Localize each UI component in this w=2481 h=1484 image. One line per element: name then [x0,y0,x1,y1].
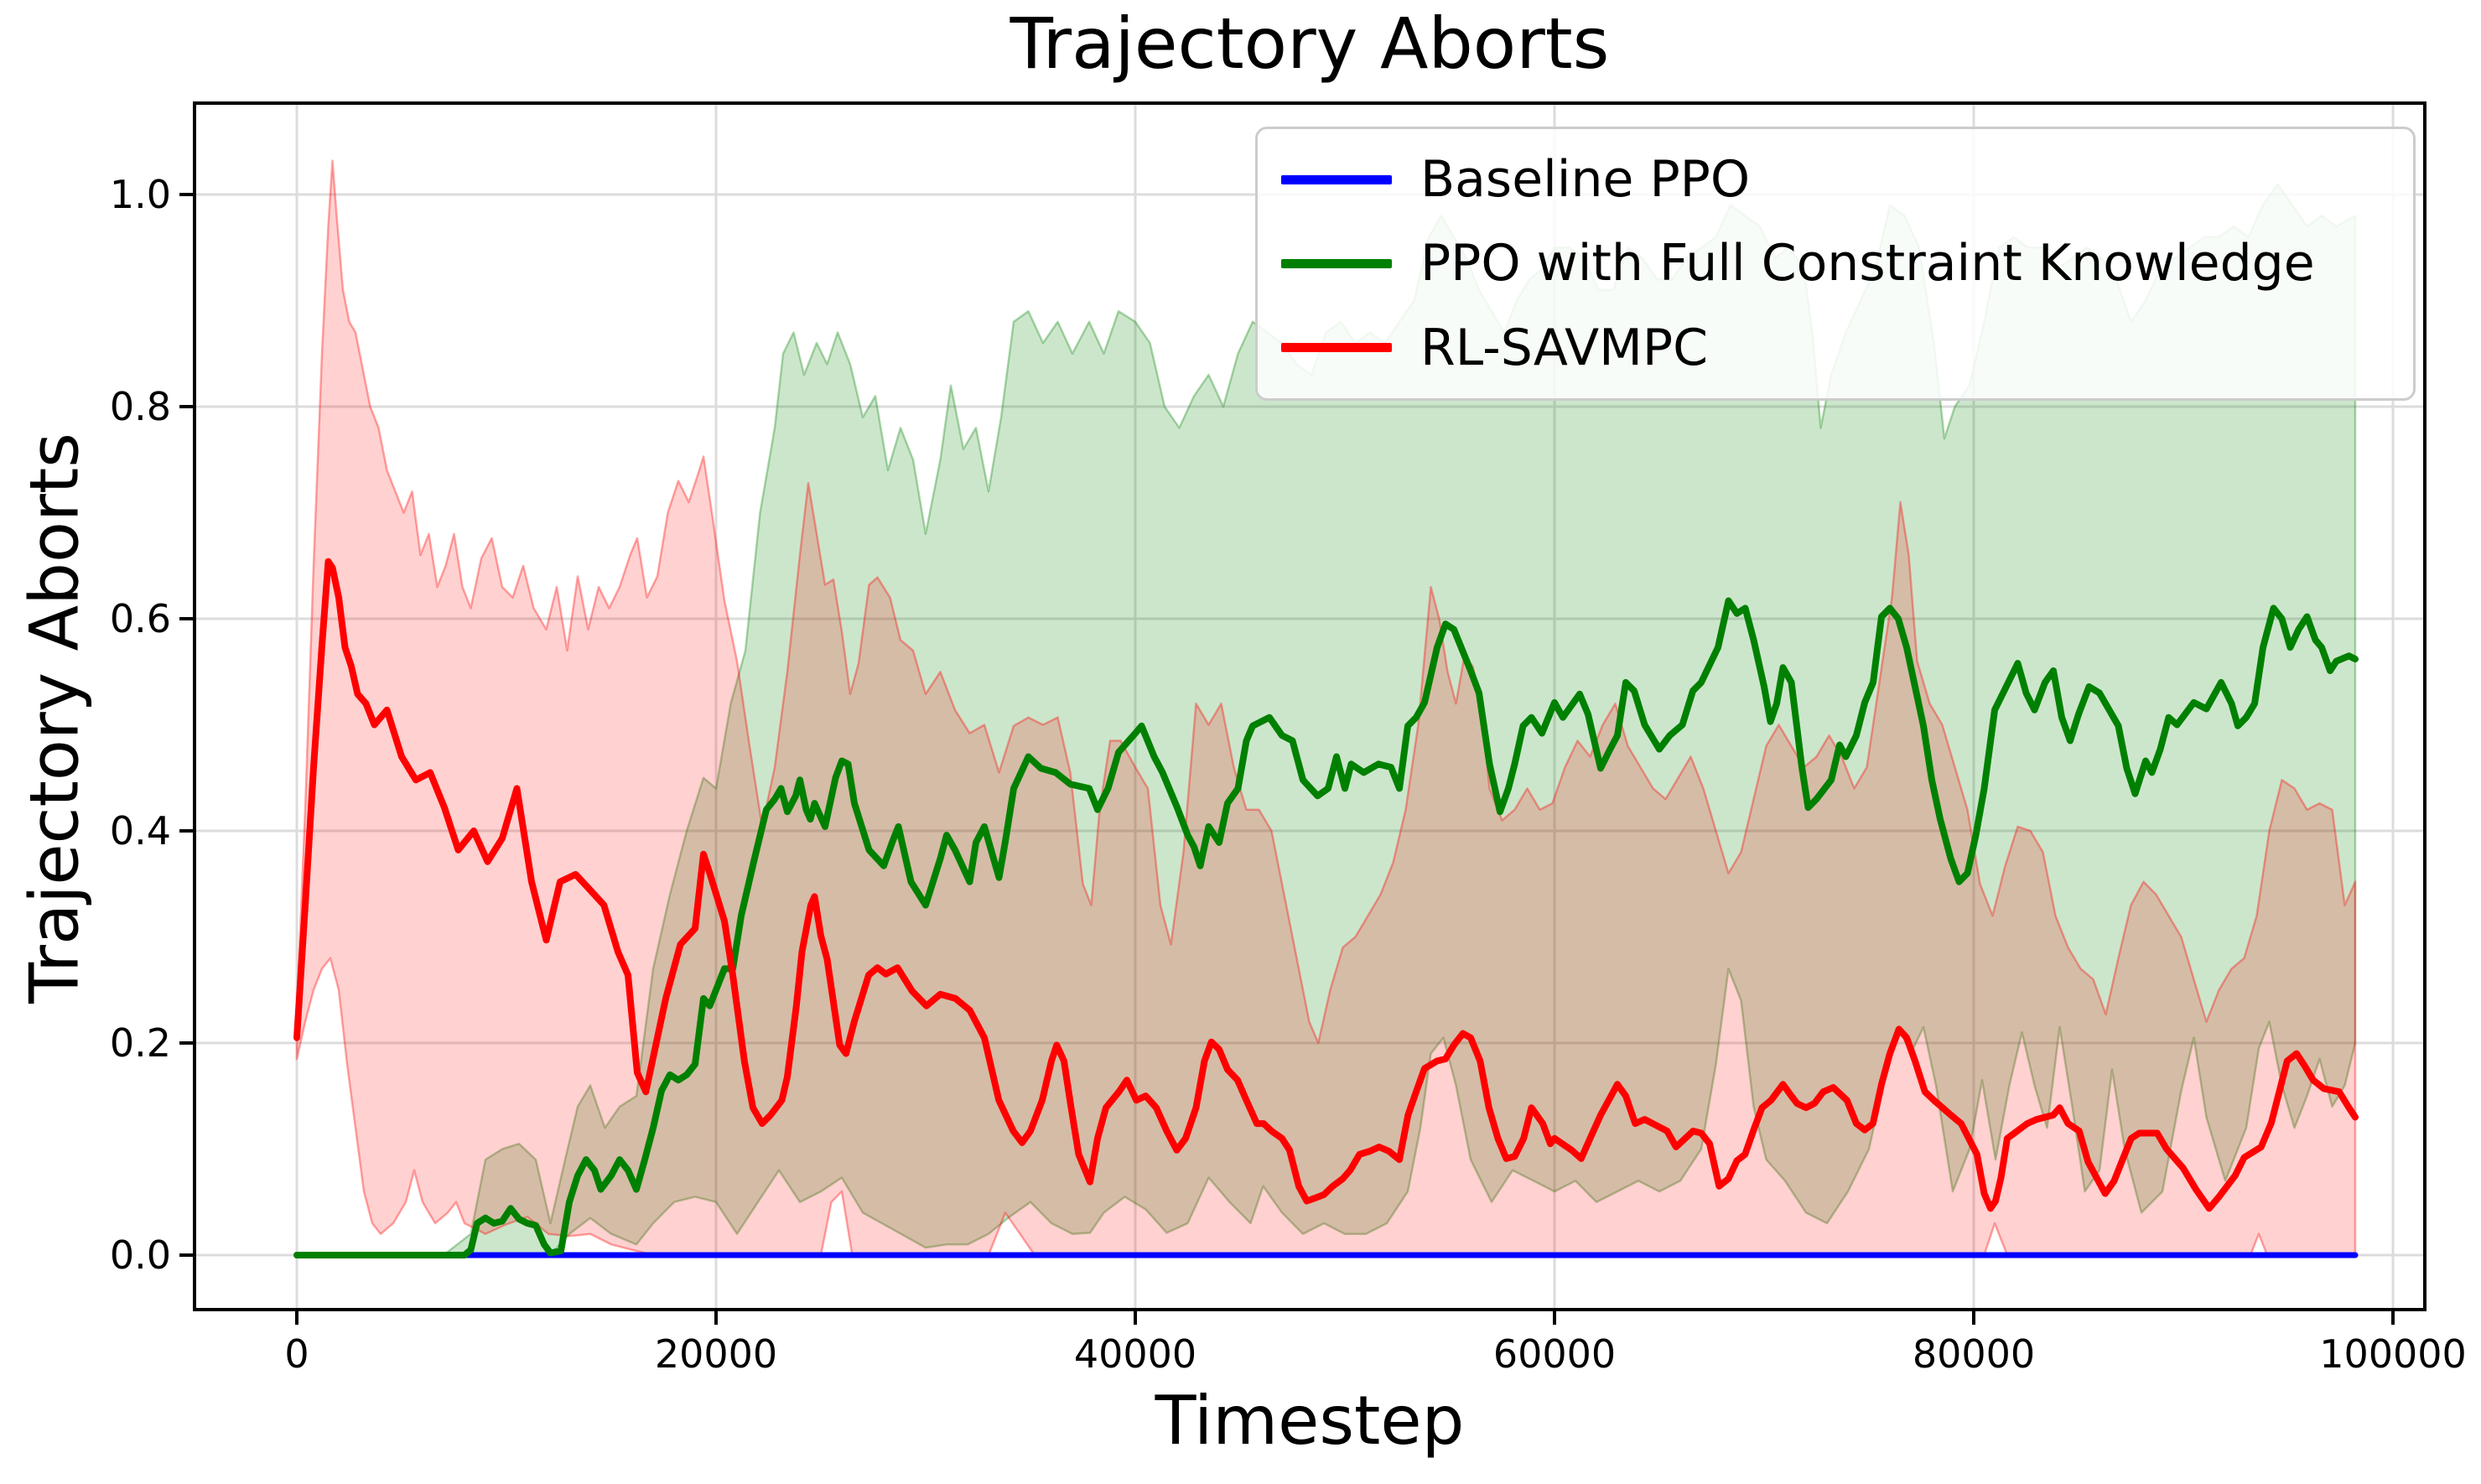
legend-line-sample [1281,343,1392,353]
y-tick-label: 0.6 [109,596,171,642]
x-tick-label: 100000 [2319,1331,2467,1377]
line-ppo-with-full-constraint-knowledge [293,597,2359,1258]
x-tick-label: 20000 [654,1331,778,1377]
y-tick-label: 0.2 [109,1020,171,1066]
x-tick-label: 80000 [1912,1331,2036,1377]
y-axis-label: Trajectory Aborts [15,433,94,1004]
x-tick-label: 60000 [1492,1331,1617,1377]
y-tick-label: 0.8 [109,384,171,430]
x-tick-label: 0 [284,1331,309,1377]
chart-title: Trajectory Aborts [1010,3,1610,85]
confidence-band-rl-savmpc [295,159,2357,1257]
legend: Baseline PPO PPO with Full Constraint Kno… [1255,127,2416,401]
legend-line-sample [1281,258,1392,268]
x-tick-label: 40000 [1073,1331,1197,1377]
legend-line-sample [1281,174,1392,184]
legend-label: RL-SAVMPC [1420,318,1709,377]
y-tick-label: 1.0 [109,172,171,218]
legend-item-rl-savmpc: RL-SAVMPC [1258,319,2413,377]
axes-spines [193,101,2427,1311]
legend-item-ppo-with-full-constraint-knowledge: PPO with Full Constraint Knowledge [1258,234,2413,293]
legend-item-baseline-ppo: Baseline PPO [1258,150,2413,209]
y-tick-label: 0.4 [109,808,171,854]
line-rl-savmpc [293,558,2359,1212]
y-tick-label: 0.0 [109,1232,171,1278]
legend-label: PPO with Full Constraint Knowledge [1420,234,2315,293]
legend-label: Baseline PPO [1420,150,1751,210]
x-axis-label: Timestep [1155,1382,1465,1460]
